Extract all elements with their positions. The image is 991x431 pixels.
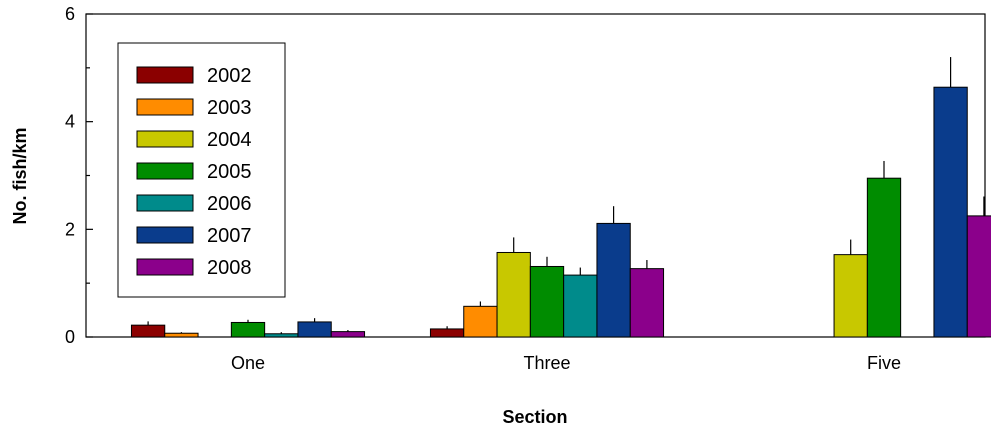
legend-swatch-2005 — [136, 162, 194, 180]
legend: 2002 2003 2004 2005 2006 2007 2008 — [117, 42, 286, 298]
bar-2005-three — [529, 265, 565, 338]
legend-label-2002: 2002 — [207, 65, 252, 87]
y-axis-title: No. fish/km — [10, 127, 30, 224]
y-tick-label: 2 — [65, 219, 75, 239]
y-axis: 0 2 4 6 — [65, 4, 93, 347]
bar-2002-one — [130, 324, 166, 338]
legend-swatch-2007 — [136, 226, 194, 244]
bar-2003-three — [463, 305, 498, 338]
bar-2007-five — [933, 86, 968, 338]
legend-label-2004: 2004 — [207, 129, 252, 151]
y-tick-label: 4 — [65, 112, 75, 132]
bar-2008-three — [629, 268, 665, 338]
x-tick-label: One — [231, 353, 265, 373]
legend-swatch-2002 — [136, 66, 194, 84]
bars-layer — [130, 57, 991, 338]
legend-label-2008: 2008 — [207, 257, 252, 279]
bar-2003-one — [164, 332, 199, 338]
bar-2005-five — [866, 177, 902, 338]
bar-2002-three — [429, 328, 465, 338]
legend-label-2007: 2007 — [207, 225, 252, 247]
x-tick-label: Five — [867, 353, 901, 373]
bar-2008-one — [330, 331, 366, 338]
x-tick-label: Three — [523, 353, 570, 373]
bar-2004-five — [833, 254, 868, 338]
bar-2006-one — [264, 333, 299, 338]
y-tick-label: 6 — [65, 4, 75, 24]
bar-2007-one — [297, 321, 332, 338]
legend-swatch-2008 — [136, 258, 194, 276]
legend-swatch-2006 — [136, 194, 194, 212]
x-axis: One Three Five — [231, 353, 901, 373]
legend-swatch-2003 — [136, 98, 194, 116]
legend-swatch-2004 — [136, 130, 194, 148]
bar-2007-three — [596, 222, 631, 338]
x-axis-title: Section — [502, 407, 567, 427]
y-tick-label: 0 — [65, 327, 75, 347]
legend-label-2005: 2005 — [207, 161, 252, 183]
bar-2005-one — [230, 321, 266, 338]
legend-label-2003: 2003 — [207, 97, 252, 119]
bar-2004-three — [496, 251, 531, 338]
legend-label-2006: 2006 — [207, 193, 252, 215]
bar-2008-five — [966, 215, 991, 338]
bar-2006-three — [563, 274, 598, 338]
